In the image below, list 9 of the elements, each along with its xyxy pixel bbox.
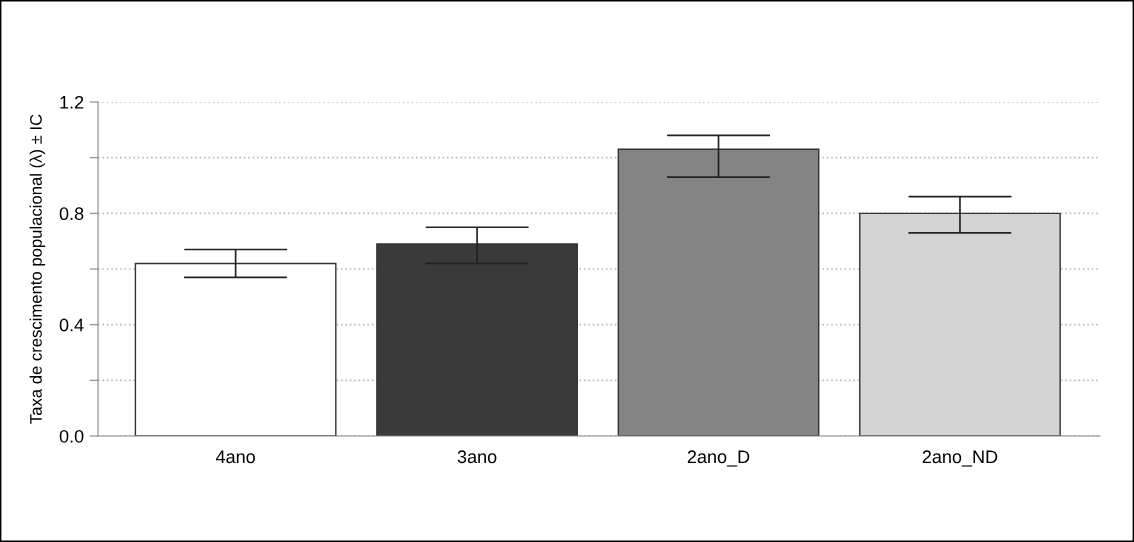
x-tick-label: 2ano_D: [687, 450, 750, 467]
y-axis-title: Taxa de crescimento populacional (λ) ± IC: [29, 114, 46, 424]
y-tick-label: 0.0: [59, 429, 84, 443]
x-tick-label: 4ano: [215, 450, 255, 464]
y-tick-label: 0.8: [59, 207, 84, 221]
x-tick-label: 2ano_ND: [922, 450, 998, 467]
y-tick-label: 0.4: [59, 318, 84, 332]
y-tick-label: 1.2: [60, 95, 84, 109]
x-tick-label: 3ano: [457, 450, 497, 464]
